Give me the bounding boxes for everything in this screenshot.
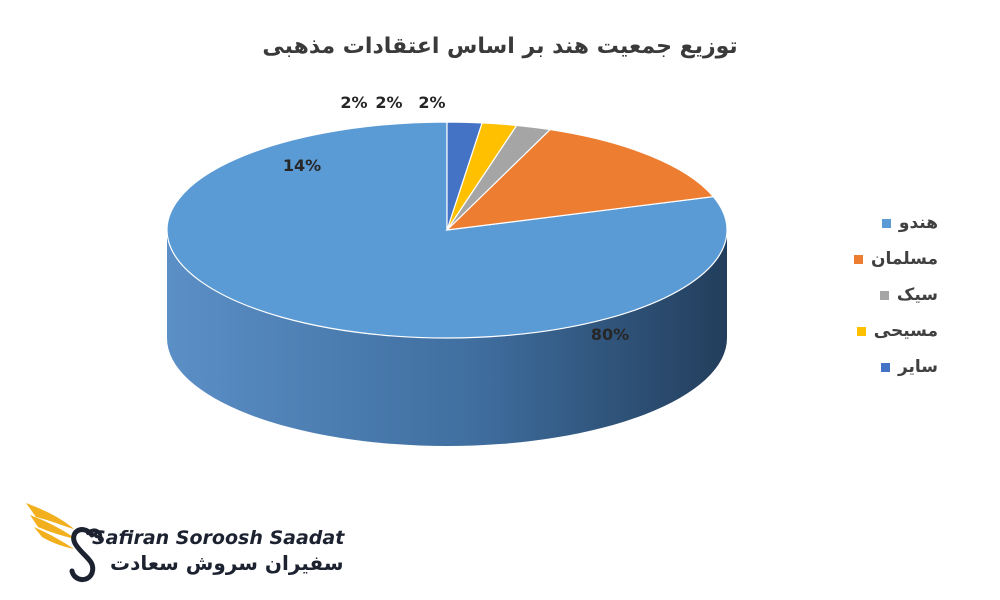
legend: هندو مسلمان سیک مسیحی سایر [828, 205, 938, 385]
legend-swatch-2 [853, 254, 863, 264]
brand-name-latin: Safiran Soroosh Saadat [92, 527, 345, 549]
swan-logo-icon [26, 503, 103, 582]
legend-item-1: هندو [828, 205, 938, 241]
legend-item-2: مسلمان [828, 241, 938, 277]
legend-label-3: سیک [896, 285, 938, 305]
data-label-3: 2% [340, 93, 367, 112]
legend-label-2: مسلمان [870, 249, 938, 269]
legend-item-5: سایر [828, 349, 938, 385]
brand-logo: Safiran Soroosh Saadat سفیران سروش سعادت [22, 495, 344, 585]
data-label-4: 2% [375, 93, 402, 112]
data-label-2: 14% [283, 156, 321, 175]
pie-slice-2 [445, 128, 715, 231]
pie-slice-5 [446, 121, 483, 231]
legend-swatch-1 [881, 218, 891, 228]
legend-label-4: مسیحی [873, 321, 938, 341]
legend-item-3: سیک [828, 277, 938, 313]
data-label-5: 2% [418, 93, 445, 112]
brand-name-persian: سفیران سروش سعادت [110, 551, 344, 575]
legend-label-5: سایر [897, 357, 938, 377]
legend-swatch-3 [879, 290, 889, 300]
legend-swatch-5 [880, 362, 890, 372]
legend-item-4: مسیحی [828, 313, 938, 349]
legend-swatch-4 [856, 326, 866, 336]
legend-label-1: هندو [898, 213, 938, 233]
chart-title: توزیع جمعیت هند بر اساس اعتقادات مذهبی [262, 34, 738, 59]
data-label-1: 80% [591, 325, 629, 344]
